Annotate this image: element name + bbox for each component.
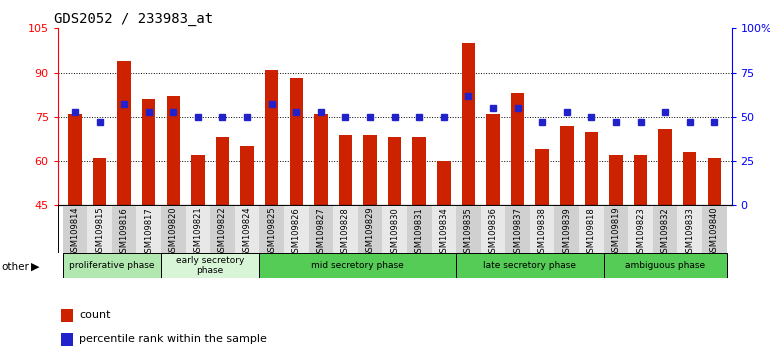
Text: proliferative phase: proliferative phase (69, 261, 155, 270)
Text: GSM109824: GSM109824 (243, 207, 252, 257)
Text: GSM109835: GSM109835 (464, 207, 473, 257)
Bar (61, 333, 73, 346)
Text: percentile rank within the sample: percentile rank within the sample (79, 335, 267, 344)
Bar (62, 253, 161, 278)
Bar (456, 253, 604, 278)
Bar (535, 149, 549, 338)
Text: GSM109816: GSM109816 (119, 207, 129, 257)
Text: other: other (2, 262, 29, 272)
Text: mid secretory phase: mid secretory phase (311, 261, 404, 270)
Bar (560, 126, 574, 338)
Bar (407, 205, 431, 253)
Text: GDS2052 / 233983_at: GDS2052 / 233983_at (55, 12, 213, 26)
Bar (604, 253, 727, 278)
Bar (62, 205, 87, 253)
Bar (658, 129, 672, 338)
Text: GSM109827: GSM109827 (316, 207, 326, 257)
Text: GSM109818: GSM109818 (587, 207, 596, 257)
Bar (87, 205, 112, 253)
Bar (358, 205, 383, 253)
Bar (186, 205, 210, 253)
Text: GSM109814: GSM109814 (71, 207, 79, 257)
Bar (210, 205, 235, 253)
Text: GSM109837: GSM109837 (513, 207, 522, 258)
Bar (61, 309, 73, 322)
Bar (579, 205, 604, 253)
Text: GSM109839: GSM109839 (562, 207, 571, 257)
Bar (462, 43, 475, 338)
Text: early secretory
phase: early secretory phase (176, 256, 244, 275)
Bar (259, 253, 456, 278)
Text: GSM109817: GSM109817 (144, 207, 153, 257)
Bar (505, 205, 530, 253)
Bar (634, 155, 648, 338)
Bar (456, 205, 480, 253)
Bar (480, 205, 505, 253)
Bar (431, 205, 456, 253)
Bar (413, 137, 426, 338)
Bar (609, 155, 623, 338)
Bar (604, 205, 628, 253)
Text: GSM109833: GSM109833 (685, 207, 695, 258)
Text: late secretory phase: late secretory phase (484, 261, 577, 270)
Bar (437, 161, 450, 338)
Text: GSM109836: GSM109836 (488, 207, 497, 258)
Bar (363, 135, 377, 338)
Bar (240, 146, 254, 338)
Bar (511, 93, 524, 338)
Bar (117, 61, 131, 338)
Text: GSM109820: GSM109820 (169, 207, 178, 257)
Bar (259, 205, 284, 253)
Bar (554, 205, 579, 253)
Bar (290, 79, 303, 338)
Bar (161, 205, 186, 253)
Bar (388, 137, 401, 338)
Bar (314, 114, 327, 338)
Text: GSM109830: GSM109830 (390, 207, 399, 257)
Bar (530, 205, 554, 253)
Text: GSM109832: GSM109832 (661, 207, 670, 257)
Bar (333, 205, 358, 253)
Bar (653, 205, 678, 253)
Text: GSM109823: GSM109823 (636, 207, 645, 257)
Text: GSM109831: GSM109831 (415, 207, 424, 257)
Bar (584, 132, 598, 338)
Bar (142, 99, 156, 338)
Text: ▶: ▶ (31, 262, 39, 272)
Bar (628, 205, 653, 253)
Bar (309, 205, 333, 253)
Bar (166, 96, 180, 338)
Text: GSM109834: GSM109834 (440, 207, 448, 257)
Text: GSM109838: GSM109838 (537, 207, 547, 258)
Text: ambiguous phase: ambiguous phase (625, 261, 705, 270)
Text: GSM109826: GSM109826 (292, 207, 301, 257)
Text: GSM109829: GSM109829 (366, 207, 374, 257)
Text: GSM109840: GSM109840 (710, 207, 718, 257)
Bar (112, 205, 136, 253)
Text: count: count (79, 310, 111, 320)
Bar (161, 253, 259, 278)
Bar (683, 152, 696, 338)
Text: GSM109822: GSM109822 (218, 207, 227, 257)
Bar (265, 70, 279, 338)
Text: GSM109815: GSM109815 (95, 207, 104, 257)
Bar (69, 114, 82, 338)
Bar (235, 205, 259, 253)
Bar (93, 158, 106, 338)
Bar (708, 158, 721, 338)
Bar (284, 205, 309, 253)
Text: GSM109821: GSM109821 (193, 207, 203, 257)
Bar (136, 205, 161, 253)
Text: GSM109825: GSM109825 (267, 207, 276, 257)
Bar (216, 137, 229, 338)
Bar (486, 114, 500, 338)
Text: GSM109828: GSM109828 (341, 207, 350, 257)
Bar (191, 155, 205, 338)
Bar (339, 135, 352, 338)
Bar (383, 205, 407, 253)
Text: GSM109819: GSM109819 (611, 207, 621, 257)
Bar (702, 205, 727, 253)
Bar (678, 205, 702, 253)
